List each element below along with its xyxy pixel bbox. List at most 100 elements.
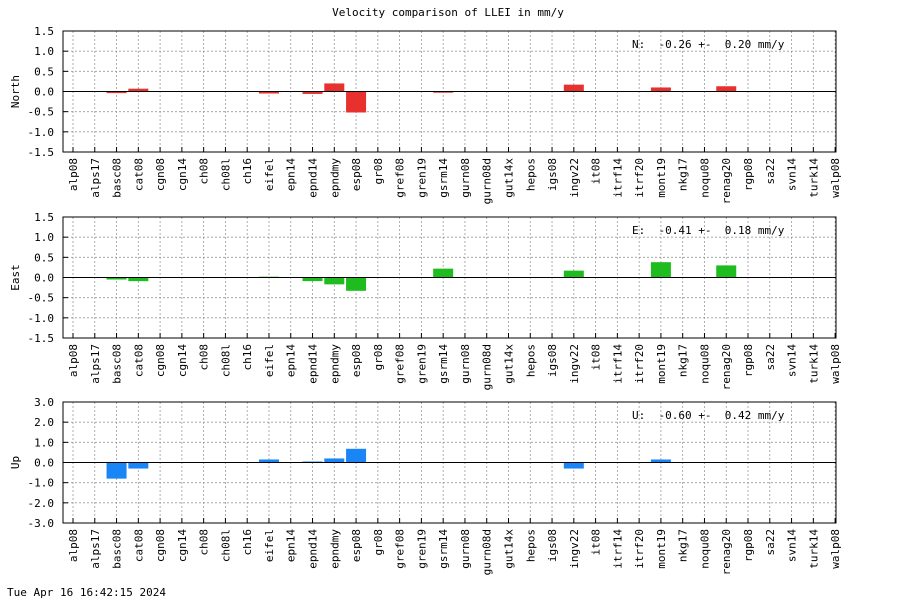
x-tick-label: eifel (263, 158, 276, 191)
y-axis-label: North (9, 75, 22, 108)
x-tick-label: it08 (590, 529, 603, 556)
x-tick-label: hepos (524, 158, 537, 191)
x-tick-label: cgn08 (154, 344, 167, 377)
x-tick-label: alps17 (89, 344, 102, 384)
x-tick-label: gren19 (415, 529, 428, 569)
chart-panels: 1.5 1.0 0.5 0.0 -0.5 -1.0 -1.5 alp08 alps17 basc0… (9, 25, 842, 575)
x-tick-label: walp08 (829, 158, 842, 198)
bar-eifel (258, 459, 279, 463)
x-tick-label: cat08 (132, 158, 145, 191)
plot-frame (62, 216, 837, 339)
x-tick-label: renag20 (720, 344, 733, 390)
figure-title: Velocity comparison of LLEI in mm/y (332, 6, 564, 19)
x-tick-label: nkg17 (677, 529, 690, 562)
x-tick-label: epndmy (328, 158, 341, 198)
x-tick-label: gr08 (372, 344, 385, 371)
x-tick-label: basc08 (111, 344, 124, 384)
x-tick-label: gurn08 (459, 344, 472, 384)
x-tick-label: basc08 (111, 529, 124, 569)
x-tick-label: renag20 (720, 529, 733, 575)
x-tick-label: ch08 (198, 158, 211, 185)
x-tick-label: rgp08 (742, 344, 755, 377)
y-tick-label: 0.0 (34, 86, 54, 99)
x-tick-label: itrf20 (633, 529, 646, 569)
generation-timestamp: Tue Apr 16 16:42:15 2024 (7, 586, 166, 599)
x-tick-label: renag20 (720, 158, 733, 204)
y-tick-label: 0.5 (34, 251, 54, 264)
y-tick-label: 1.5 (34, 25, 54, 38)
x-tick-label: esp08 (350, 158, 363, 191)
x-tick-label: gut14x (502, 529, 515, 569)
x-tick-label: ch16 (241, 529, 254, 556)
x-tick-label: noqu08 (698, 529, 711, 569)
y-tick-label: -1.0 (28, 312, 55, 325)
x-tick-label: cgn08 (154, 529, 167, 562)
bar-epnd14 (302, 277, 323, 282)
x-tick-label: igs08 (546, 344, 559, 377)
x-tick-label: walp08 (829, 529, 842, 569)
y-tick-label: -3.0 (28, 517, 55, 530)
y-axis-label: Up (9, 456, 22, 469)
x-tick-label: walp08 (829, 344, 842, 384)
x-tick-label: epnd14 (307, 158, 320, 198)
x-tick-label: alp08 (67, 529, 80, 562)
x-tick-label: ch08l (219, 529, 232, 562)
x-tick-label: eifel (263, 344, 276, 377)
x-tick-label: alp08 (67, 344, 80, 377)
x-tick-label: epnd14 (307, 344, 320, 384)
x-tick-label: sa22 (764, 158, 777, 185)
y-tick-label: 3.0 (34, 396, 54, 409)
bar-epndmy (324, 277, 345, 285)
x-tick-label: ingv22 (568, 529, 581, 569)
x-tick-label: ch16 (241, 158, 254, 185)
bar-basc08 (106, 462, 127, 479)
x-tick-label: gref08 (394, 529, 407, 569)
x-tick-label: igs08 (546, 158, 559, 191)
x-tick-label: gurn08d (481, 344, 494, 390)
stat-annotation: N: -0.26 +- 0.20 mm/y (632, 38, 785, 51)
bar-esp08 (346, 91, 367, 113)
x-tick-label: svn14 (786, 158, 799, 191)
x-tick-label: cgn14 (176, 529, 189, 562)
x-tick-label: gurn08 (459, 529, 472, 569)
y-axis-label: East (9, 264, 22, 291)
x-tick-label: esp08 (350, 344, 363, 377)
x-tick-label: alps17 (89, 529, 102, 569)
bar-cat08 (128, 88, 149, 92)
x-tick-label: gref08 (394, 158, 407, 198)
bar-mont19 (650, 87, 671, 92)
x-tick-label: gren19 (415, 344, 428, 384)
bar-cat08 (128, 462, 149, 469)
x-tick-label: itrf14 (611, 344, 624, 384)
x-tick-label: gr08 (372, 529, 385, 556)
y-tick-label: 1.0 (34, 231, 54, 244)
x-tick-label: ch08 (198, 529, 211, 556)
x-tick-label: gsrm14 (437, 529, 450, 569)
x-tick-label: cgn08 (154, 158, 167, 191)
y-tick-label: 2.0 (34, 416, 54, 429)
x-tick-label: gsrm14 (437, 344, 450, 384)
x-tick-label: ch08l (219, 344, 232, 377)
x-tick-label: epn14 (285, 158, 298, 191)
x-tick-label: alp08 (67, 158, 80, 191)
x-tick-label: ch08 (198, 344, 211, 371)
stat-annotation: U: -0.60 +- 0.42 mm/y (632, 409, 785, 422)
bar-eifel (258, 91, 279, 94)
x-tick-label: svn14 (786, 344, 799, 377)
x-tick-label: ch16 (241, 344, 254, 371)
bar-renag20 (716, 86, 737, 92)
bar-ingv22 (563, 462, 584, 469)
x-tick-label: nkg17 (677, 158, 690, 191)
y-tick-label: 1.0 (34, 45, 54, 58)
y-tick-label: 1.0 (34, 436, 54, 449)
x-tick-label: epn14 (285, 344, 298, 377)
bar-mont19 (650, 459, 671, 463)
x-tick-label: ingv22 (568, 344, 581, 384)
x-tick-label: itrf14 (611, 158, 624, 198)
y-tick-label: 0.5 (34, 65, 54, 78)
y-tick-label: -1.5 (28, 146, 55, 159)
x-tick-label: hepos (524, 529, 537, 562)
x-tick-label: ch08l (219, 158, 232, 191)
plot-frame (62, 30, 837, 153)
